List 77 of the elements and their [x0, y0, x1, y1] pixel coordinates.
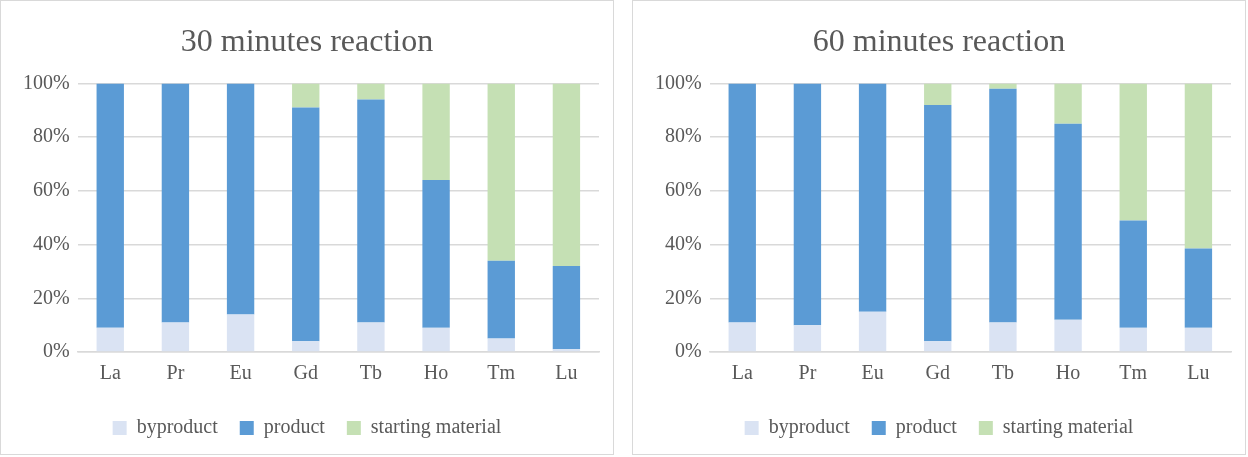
bar	[292, 341, 320, 352]
legend-label: byproduct	[136, 415, 219, 439]
y-tick-label: 0%	[42, 339, 70, 362]
x-tick-label: Pr	[166, 361, 185, 384]
legend-label: product	[263, 415, 326, 439]
bar	[161, 83, 190, 323]
x-tick-label: Eu	[229, 361, 252, 384]
legend-label: starting material	[370, 415, 502, 439]
bar	[357, 322, 385, 352]
bar	[422, 327, 450, 352]
bar	[1184, 83, 1213, 249]
bar	[989, 322, 1017, 352]
bar	[487, 83, 515, 261]
bar	[1054, 123, 1082, 320]
bar	[728, 83, 756, 323]
bar	[422, 83, 450, 181]
legend-label: product	[895, 415, 958, 439]
x-tick-label: Lu	[1187, 361, 1210, 384]
chart-title: 60 minutes reaction	[812, 21, 1066, 58]
y-tick-label: 80%	[664, 124, 702, 147]
bar	[1184, 327, 1213, 352]
x-tick-label: Tm	[1119, 361, 1148, 384]
bar	[161, 322, 190, 352]
bar	[96, 327, 124, 352]
x-tick-label: Lu	[555, 361, 578, 384]
x-tick-label: La	[731, 361, 753, 384]
bar	[357, 99, 385, 323]
bar	[1184, 248, 1213, 328]
bar	[96, 83, 124, 328]
bar	[487, 338, 515, 352]
bar	[357, 83, 385, 100]
bar	[793, 325, 822, 352]
bar	[1119, 83, 1147, 221]
legend-label: starting material	[1002, 415, 1134, 439]
bar	[989, 83, 1017, 89]
bar	[858, 311, 887, 352]
bar	[1119, 327, 1147, 352]
bar	[292, 83, 320, 108]
x-tick-label: Pr	[798, 361, 817, 384]
bar	[924, 83, 952, 105]
bar	[422, 180, 450, 328]
bar	[793, 83, 822, 326]
bar	[292, 107, 320, 342]
x-tick-label: Ho	[423, 361, 449, 384]
x-tick-label: Gd	[925, 361, 950, 384]
bar	[226, 314, 255, 352]
y-tick-label: 60%	[32, 178, 70, 201]
y-tick-label: 0%	[674, 339, 702, 362]
y-tick-label: 40%	[664, 231, 702, 254]
y-tick-label: 60%	[664, 178, 702, 201]
x-tick-label: Eu	[861, 361, 884, 384]
x-tick-label: Ho	[1055, 361, 1081, 384]
bar	[552, 83, 581, 267]
bar	[1054, 83, 1082, 124]
bar	[989, 88, 1017, 323]
chart-title: 30 minutes reaction	[180, 21, 434, 58]
x-tick-label: Tm	[487, 361, 516, 384]
bar	[924, 104, 952, 342]
bar	[487, 260, 515, 339]
y-tick-label: 80%	[32, 124, 70, 147]
x-tick-label: Tb	[991, 361, 1015, 384]
legend-label: byproduct	[768, 415, 851, 439]
y-tick-label: 40%	[32, 231, 70, 254]
x-tick-label: La	[99, 361, 121, 384]
y-tick-label: 20%	[32, 285, 70, 308]
bar	[1054, 319, 1082, 352]
bar	[1119, 220, 1147, 328]
bar	[924, 341, 952, 352]
bar	[858, 83, 887, 312]
y-tick-label: 100%	[654, 70, 702, 93]
x-tick-label: Gd	[293, 361, 318, 384]
y-tick-label: 20%	[664, 285, 702, 308]
bar	[226, 83, 255, 315]
bar	[728, 322, 756, 352]
y-tick-label: 100%	[22, 70, 70, 93]
bar	[552, 266, 581, 350]
x-tick-label: Tb	[359, 361, 383, 384]
